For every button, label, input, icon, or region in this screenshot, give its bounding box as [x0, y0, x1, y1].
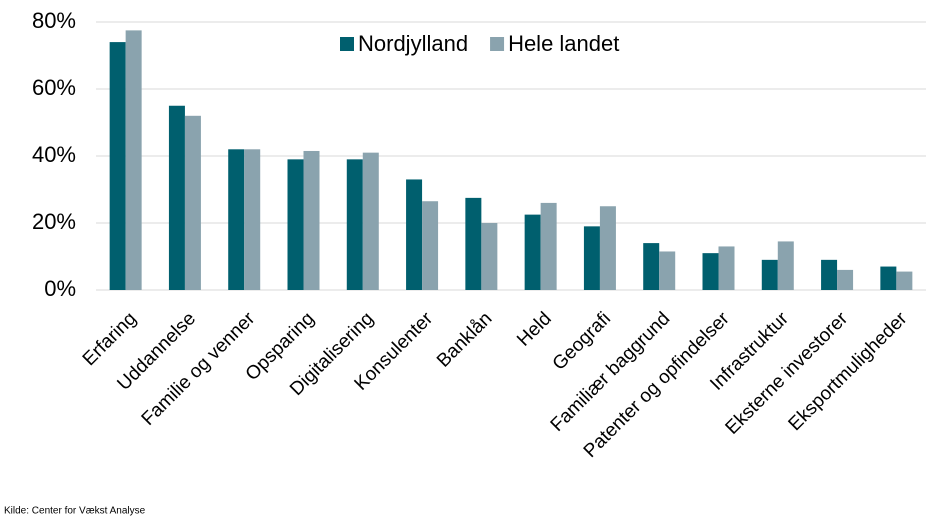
- x-tick-label: Banklån: [433, 308, 496, 371]
- legend-swatch: [340, 37, 354, 51]
- y-tick-label: 60%: [32, 75, 76, 100]
- bar: [406, 179, 423, 290]
- bar: [481, 223, 498, 290]
- bar: [821, 259, 838, 290]
- legend-swatch: [490, 37, 505, 51]
- x-tick-label: Familie og venner: [138, 308, 260, 430]
- bar: [880, 266, 897, 290]
- x-tick-label: Held: [513, 308, 555, 350]
- bar: [422, 201, 439, 290]
- bar: [896, 271, 913, 290]
- bar: [465, 197, 482, 290]
- bar: [184, 115, 201, 290]
- bar: [777, 241, 794, 290]
- bar: [659, 251, 676, 290]
- bar: [643, 243, 660, 290]
- y-tick-label: 40%: [32, 142, 76, 167]
- bar: [761, 259, 778, 290]
- y-tick-label: 20%: [32, 209, 76, 234]
- bar: [718, 246, 735, 290]
- bar: [362, 152, 379, 290]
- bar: [837, 269, 854, 290]
- bar: [125, 30, 142, 290]
- source-note: Kilde: Center for Vækst Analyse: [4, 506, 146, 516]
- bar: [303, 150, 320, 290]
- bar: [524, 214, 541, 290]
- bar: [583, 226, 600, 290]
- bar: [228, 149, 245, 290]
- bar: [540, 202, 557, 290]
- bar: [346, 159, 363, 290]
- bar: [599, 206, 616, 290]
- y-tick-label: 80%: [32, 8, 76, 33]
- bar: [109, 42, 126, 290]
- bar: [287, 159, 304, 290]
- y-tick-label: 0%: [44, 276, 76, 301]
- bar: [244, 149, 261, 290]
- bar: [702, 253, 719, 290]
- bar: [168, 105, 185, 290]
- legend-label: Hele landet: [508, 31, 619, 56]
- legend-label: Nordjylland: [358, 31, 468, 56]
